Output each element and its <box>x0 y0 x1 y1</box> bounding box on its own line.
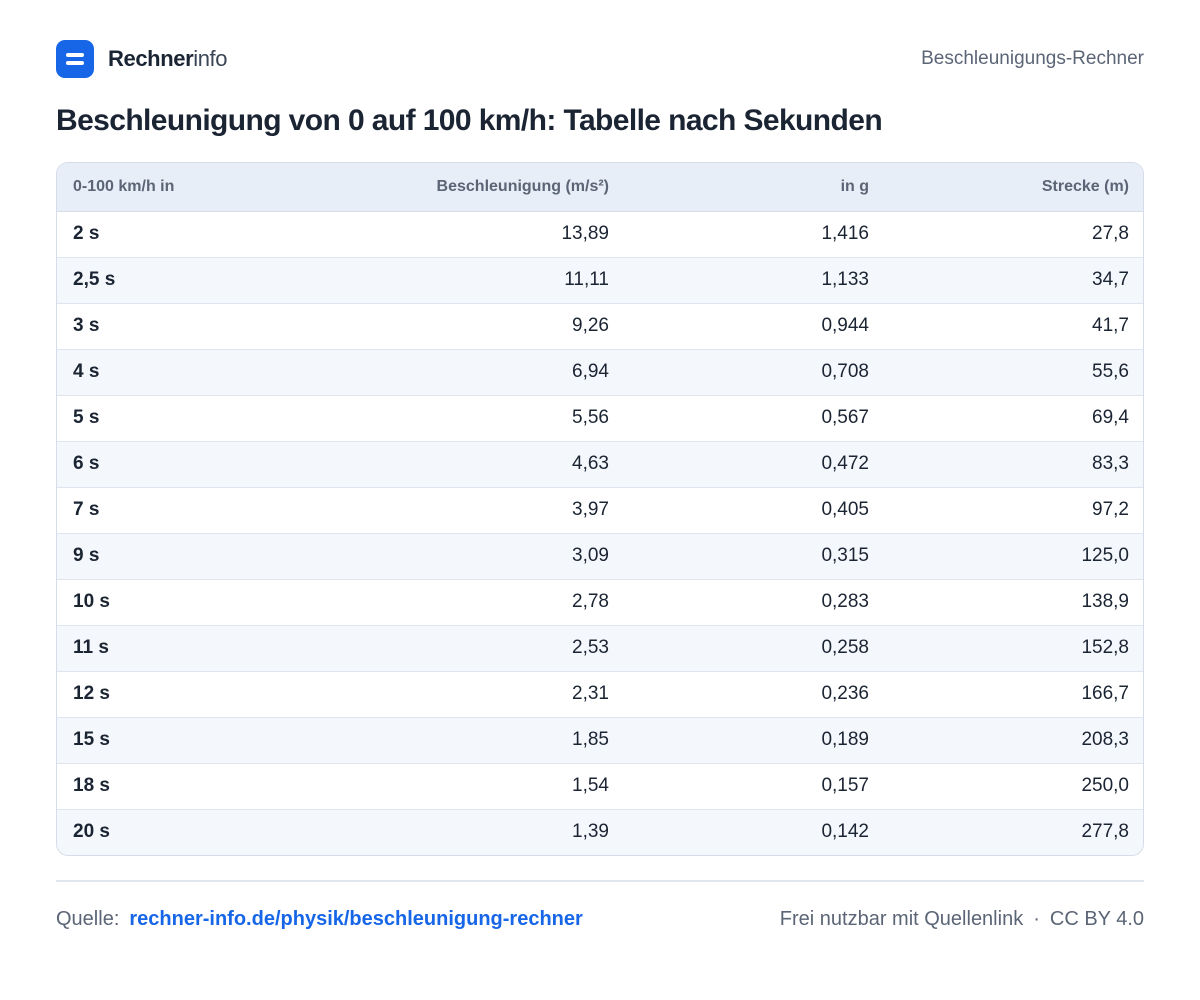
cell-distance: 69,4 <box>885 395 1143 442</box>
cell-g: 0,472 <box>625 441 885 488</box>
table-row: 2,5 s 11,11 1,133 34,7 <box>57 257 1143 304</box>
cell-acceleration: 3,09 <box>277 533 625 580</box>
brand-logo[interactable]: Rechnerinfo <box>56 40 228 78</box>
logo-bar-top <box>66 53 84 57</box>
cell-time: 6 s <box>57 441 277 488</box>
menu-lines-icon <box>56 40 94 78</box>
cell-time: 15 s <box>57 717 277 764</box>
table-row: 11 s 2,53 0,258 152,8 <box>57 625 1143 672</box>
cell-acceleration: 4,63 <box>277 441 625 488</box>
cell-distance: 208,3 <box>885 717 1143 764</box>
table-row: 6 s 4,63 0,472 83,3 <box>57 441 1143 488</box>
cell-distance: 166,7 <box>885 671 1143 718</box>
cell-time: 11 s <box>57 625 277 672</box>
cell-time: 2 s <box>57 211 277 258</box>
cell-distance: 152,8 <box>885 625 1143 672</box>
table-row: 10 s 2,78 0,283 138,9 <box>57 579 1143 626</box>
cell-time: 10 s <box>57 579 277 626</box>
page-title: Beschleunigung von 0 auf 100 km/h: Tabel… <box>56 104 883 137</box>
cell-g: 0,157 <box>625 763 885 810</box>
table-body: 2 s 13,89 1,416 27,8 2,5 s 11,11 1,133 3… <box>57 211 1143 855</box>
license-info: Frei nutzbar mit Quellenlink · CC BY 4.0 <box>780 908 1144 931</box>
column-header-acceleration: Beschleunigung (m/s²) <box>277 163 625 212</box>
brand-name-light: info <box>193 46 228 71</box>
table-row: 7 s 3,97 0,405 97,2 <box>57 487 1143 534</box>
cell-acceleration: 3,97 <box>277 487 625 534</box>
cell-distance: 125,0 <box>885 533 1143 580</box>
logo-bar-bottom <box>66 61 84 65</box>
cell-time: 3 s <box>57 303 277 350</box>
source-link[interactable]: rechner-info.de/physik/beschleunigung-re… <box>129 907 583 930</box>
cell-distance: 250,0 <box>885 763 1143 810</box>
license-name: CC BY 4.0 <box>1049 907 1144 930</box>
table-row: 2 s 13,89 1,416 27,8 <box>57 211 1143 258</box>
table-row: 15 s 1,85 0,189 208,3 <box>57 717 1143 764</box>
license-text: Frei nutzbar mit Quellenlink <box>779 907 1024 930</box>
cell-time: 20 s <box>73 821 110 843</box>
cell-time: 5 s <box>57 395 277 442</box>
cell-acceleration: 1,39 <box>572 821 609 843</box>
brand-name: Rechnerinfo <box>108 46 228 72</box>
cell-acceleration: 2,78 <box>277 579 625 626</box>
cell-distance: 41,7 <box>885 303 1143 350</box>
cell-g: 0,283 <box>625 579 885 626</box>
cell-g: 0,142 <box>821 821 869 843</box>
table-row: 3 s 9,26 0,944 41,7 <box>57 303 1143 350</box>
cell-time: 9 s <box>57 533 277 580</box>
cell-time: 7 s <box>57 487 277 534</box>
cell-acceleration: 13,89 <box>277 211 625 258</box>
cell-distance: 138,9 <box>885 579 1143 626</box>
source-info: Quelle: rechner-info.de/physik/beschleun… <box>56 908 583 931</box>
cell-acceleration: 5,56 <box>277 395 625 442</box>
column-header-g: in g <box>625 163 885 212</box>
cell-g: 0,567 <box>625 395 885 442</box>
footer: Quelle: rechner-info.de/physik/beschleun… <box>56 904 1144 934</box>
cell-time: 12 s <box>57 671 277 718</box>
acceleration-table: 0-100 km/h in Beschleunigung (m/s²) in g… <box>56 162 1144 856</box>
cell-g: 0,236 <box>625 671 885 718</box>
cell-g: 0,258 <box>625 625 885 672</box>
page-label: Beschleunigungs-Rechner <box>921 48 1144 69</box>
column-header-time: 0-100 km/h in <box>57 163 277 212</box>
cell-acceleration: 6,94 <box>277 349 625 396</box>
cell-g: 1,416 <box>625 211 885 258</box>
cell-g: 0,189 <box>625 717 885 764</box>
cell-time: 2,5 s <box>57 257 277 304</box>
table-row: 12 s 2,31 0,236 166,7 <box>57 671 1143 718</box>
column-header-distance: Strecke (m) <box>885 163 1143 212</box>
cell-g: 0,315 <box>625 533 885 580</box>
cell-g: 0,708 <box>625 349 885 396</box>
cell-time: 4 s <box>57 349 277 396</box>
source-label: Quelle: <box>56 907 120 930</box>
table-row: 9 s 3,09 0,315 125,0 <box>57 533 1143 580</box>
cell-acceleration: 11,11 <box>277 257 625 304</box>
license-separator: · <box>1033 907 1040 930</box>
table-row: 18 s 1,54 0,157 250,0 <box>57 763 1143 810</box>
cell-g: 0,944 <box>625 303 885 350</box>
cell-g: 0,405 <box>625 487 885 534</box>
footer-divider <box>56 880 1144 882</box>
cell-acceleration: 1,54 <box>277 763 625 810</box>
cell-time: 18 s <box>57 763 277 810</box>
cell-distance: 27,8 <box>885 211 1143 258</box>
cell-acceleration: 2,53 <box>277 625 625 672</box>
table-row: 20 s 1,39 0,142 277,8 <box>57 809 1143 855</box>
cell-distance: 97,2 <box>885 487 1143 534</box>
table-row: 4 s 6,94 0,708 55,6 <box>57 349 1143 396</box>
cell-distance: 277,8 <box>1081 821 1129 843</box>
cell-distance: 83,3 <box>885 441 1143 488</box>
cell-acceleration: 9,26 <box>277 303 625 350</box>
table-header-row: 0-100 km/h in Beschleunigung (m/s²) in g… <box>57 163 1143 212</box>
data-table: 0-100 km/h in Beschleunigung (m/s²) in g… <box>57 163 1143 855</box>
cell-distance: 34,7 <box>885 257 1143 304</box>
cell-acceleration: 1,85 <box>277 717 625 764</box>
cell-acceleration: 2,31 <box>277 671 625 718</box>
cell-g: 1,133 <box>625 257 885 304</box>
cell-distance: 55,6 <box>885 349 1143 396</box>
header: Rechnerinfo Beschleunigungs-Rechner <box>56 40 1144 78</box>
brand-name-strong: Rechner <box>108 46 194 71</box>
table-row: 5 s 5,56 0,567 69,4 <box>57 395 1143 442</box>
